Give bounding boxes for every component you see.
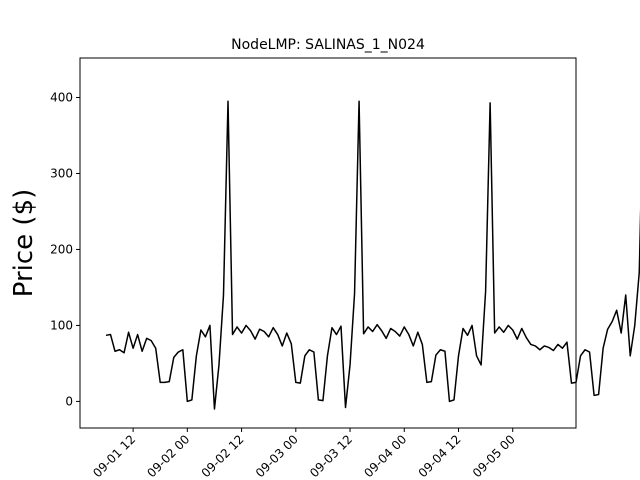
x-tick-label: 09-02 12 [199, 432, 247, 480]
x-tick-label: 09-04 00 [361, 432, 409, 480]
x-tick-label: 09-03 12 [307, 432, 355, 480]
price-series-line [105, 100, 640, 410]
x-tick-label: 09-01 12 [90, 432, 138, 480]
plot-area [80, 58, 576, 428]
plot-frame [79, 57, 577, 429]
y-tick-label: 300 [50, 166, 73, 180]
y-tick-label: 0 [65, 394, 73, 408]
y-tick-label: 400 [50, 91, 73, 105]
x-tick-label: 09-04 12 [416, 432, 464, 480]
x-tick-label: 09-03 00 [253, 432, 301, 480]
x-tick-label: 09-05 00 [470, 432, 518, 480]
x-axis-ticks: 09-01 12 09-02 00 09-02 12 09-03 00 09-03 12… [90, 428, 518, 480]
y-axis-ticks: 0 100 200 300 400 [50, 91, 80, 408]
y-tick-label: 100 [50, 318, 73, 332]
y-tick-label: 200 [50, 242, 73, 256]
x-tick-label: 09-02 00 [144, 432, 192, 480]
y-axis-label: Price ($) [9, 189, 39, 298]
chart-title: NodeLMP: SALINAS_1_N024 [231, 37, 425, 53]
